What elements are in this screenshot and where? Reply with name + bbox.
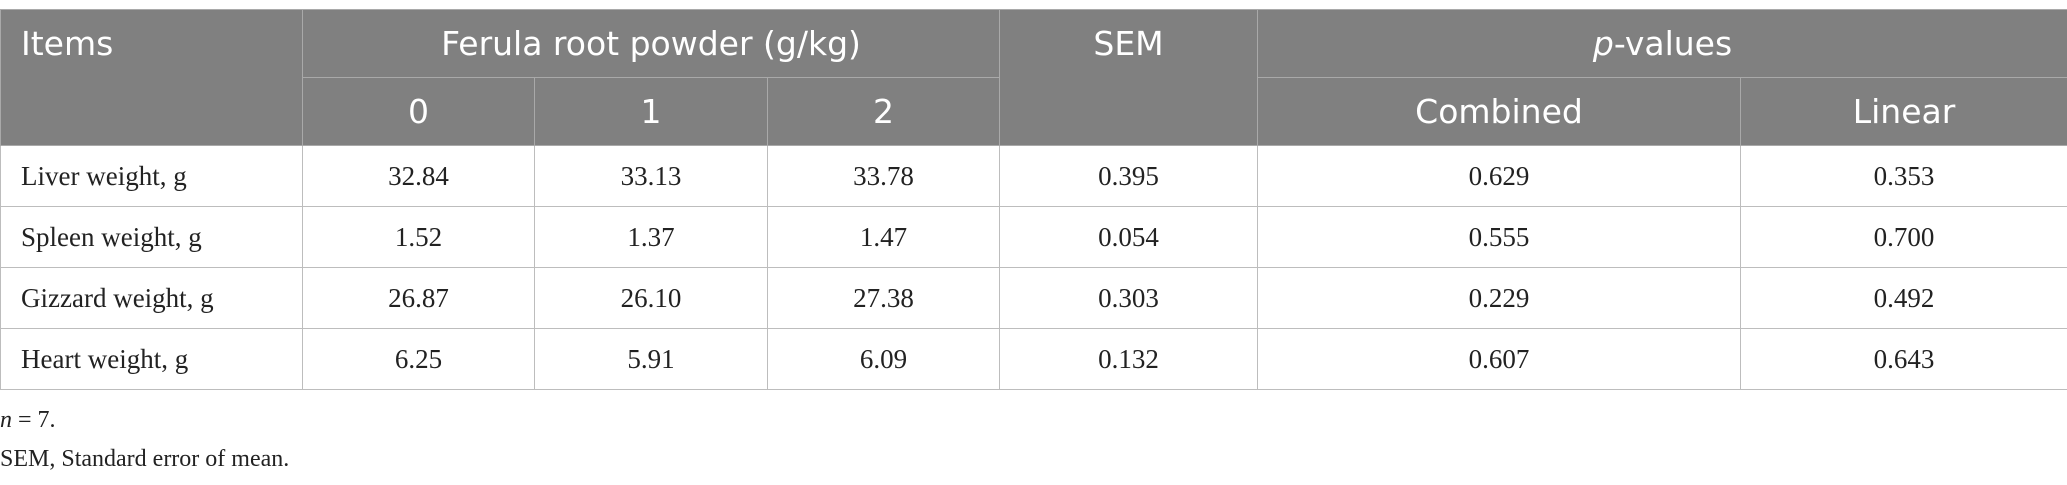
row-label: Liver weight, g <box>0 145 303 207</box>
value-cell: 6.25 <box>302 328 535 390</box>
header-cell: Ferula root powder (g/kg) <box>301 9 1001 78</box>
value-cell: 0.303 <box>999 267 1259 329</box>
value-cell: 0.607 <box>1257 328 1742 390</box>
footnote: n = 7. <box>0 407 56 433</box>
value-cell: 32.84 <box>302 145 535 207</box>
table-row: Heart weight, g 6.25 5.91 6.09 0.132 0.607 0.6… <box>0 328 2067 390</box>
value-cell: 0.353 <box>1740 145 2067 207</box>
header-cell: 1 <box>534 77 768 146</box>
footnote: SEM, Standard error of mean. <box>0 446 290 472</box>
value-cell: 33.78 <box>766 145 1001 207</box>
row-label: Heart weight, g <box>0 328 303 390</box>
row-label: Spleen weight, g <box>0 206 303 268</box>
header-cell: Combined <box>1257 77 1742 146</box>
value-cell: 1.52 <box>302 206 535 268</box>
value-cell: 0.700 <box>1740 206 2067 268</box>
header-cell: Linear <box>1740 77 2067 146</box>
table-row: Liver weight, g 32.84 33.13 33.78 0.395 0.629… <box>0 145 2067 207</box>
table-body: Liver weight, g 32.84 33.13 33.78 0.395 0.629… <box>0 145 2067 390</box>
table-row: Gizzard weight, g 26.87 26.10 27.38 0.303 0.2… <box>0 267 2067 329</box>
value-cell: 0.643 <box>1740 328 2067 390</box>
header-cell: p-values <box>1257 9 2067 78</box>
value-cell: 0.395 <box>999 145 1259 207</box>
value-cell: 5.91 <box>534 328 768 390</box>
table-row: Spleen weight, g 1.52 1.37 1.47 0.054 0.555 0.… <box>0 206 2067 268</box>
row-label: Gizzard weight, g <box>0 267 303 329</box>
value-cell: 0.132 <box>999 328 1259 390</box>
value-cell: 33.13 <box>534 145 768 207</box>
header-cell: Items <box>0 9 303 146</box>
value-cell: 0.555 <box>1257 206 1742 268</box>
value-cell: 0.492 <box>1740 267 2067 329</box>
header-cell: 2 <box>766 77 1001 146</box>
value-cell: 26.87 <box>302 267 535 329</box>
value-cell: 1.37 <box>534 206 768 268</box>
value-cell: 27.38 <box>766 267 1001 329</box>
data-table: Items Ferula root powder (g/kg) SEM p-va… <box>0 9 2067 390</box>
value-cell: 6.09 <box>766 328 1001 390</box>
value-cell: 0.629 <box>1257 145 1742 207</box>
value-cell: 0.054 <box>999 206 1259 268</box>
header-cell: SEM <box>999 9 1259 146</box>
value-cell: 26.10 <box>534 267 768 329</box>
value-cell: 1.47 <box>766 206 1001 268</box>
header-cell: 0 <box>302 77 535 146</box>
value-cell: 0.229 <box>1257 267 1742 329</box>
